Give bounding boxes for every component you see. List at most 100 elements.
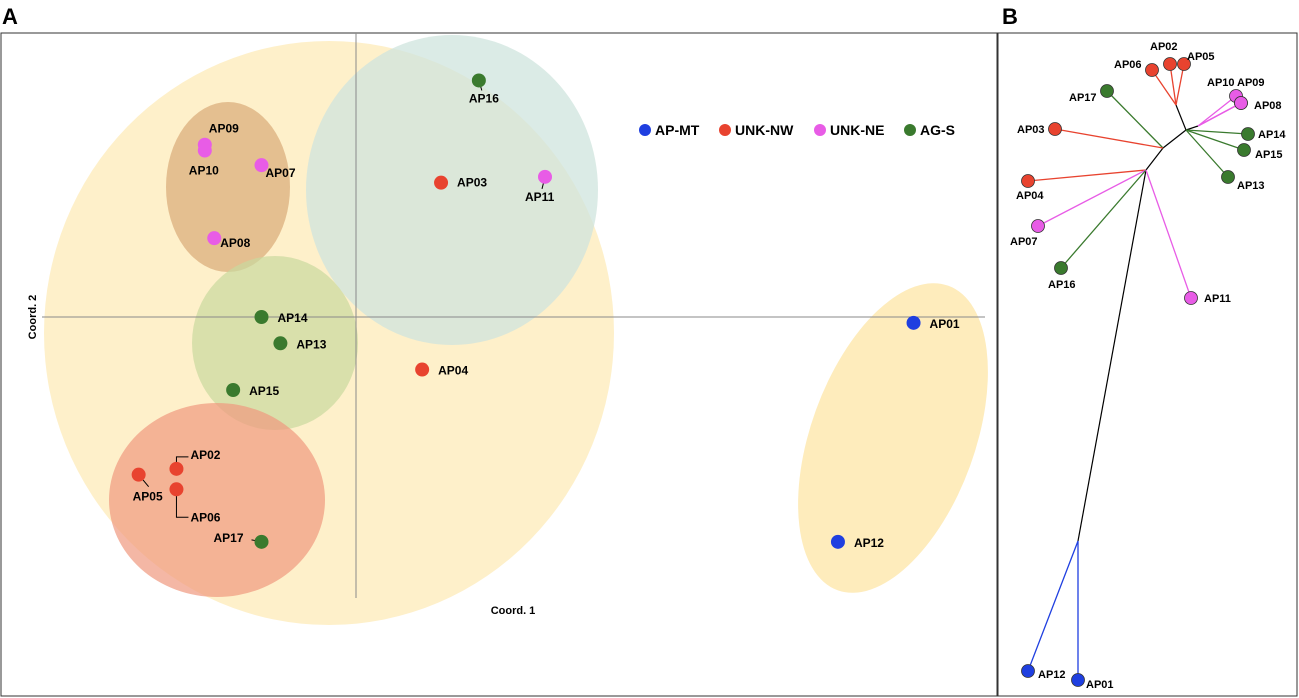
tree-tip-ap15: AP15 — [1185, 129, 1283, 161]
tree-branch — [1060, 169, 1147, 269]
legend-label: AP-MT — [655, 122, 700, 138]
tree-tip-ap03: AP03 — [1017, 122, 1164, 149]
point-label: AP04 — [438, 364, 468, 378]
point-label: AP08 — [220, 236, 250, 250]
point-label: AP14 — [278, 311, 308, 325]
tree-tip-marker — [1021, 174, 1035, 188]
legend-entry-ap-mt: AP-MT — [639, 122, 700, 138]
tree-branch — [1037, 169, 1147, 227]
tree-tip-ap05: AP05 — [1175, 51, 1215, 106]
legend-entry-unk-ne: UNK-NE — [814, 122, 884, 138]
scatter-point-ap08: AP08 — [207, 231, 251, 250]
scatter-point-ap10: AP10 — [189, 143, 219, 178]
legend-marker — [639, 124, 651, 136]
tree-tip-ap01: AP01 — [1071, 541, 1114, 691]
point-label: AP11 — [525, 190, 555, 204]
tree-tip-ap17: AP17 — [1069, 84, 1164, 149]
tree-branch — [1106, 90, 1164, 149]
point-marker — [197, 143, 212, 158]
tree-branch — [1151, 69, 1177, 106]
tree-tip-marker — [1031, 219, 1045, 233]
point-label: AP03 — [457, 176, 487, 190]
tree: AP02 AP05 AP06 AP10 AP09 AP08 AP17 AP14 AP03 AP15… — [1010, 41, 1286, 691]
tree-tip-label: AP01 — [1086, 679, 1114, 691]
point-marker — [434, 175, 449, 190]
scatter-point-ap13: AP13 — [273, 336, 327, 351]
tree-branch — [1054, 128, 1164, 149]
scatter-point-ap02: AP02 — [169, 448, 221, 476]
scatter-point-ap11: AP11 — [525, 169, 555, 204]
tree-tip-marker — [1184, 291, 1198, 305]
tree-branch — [1185, 129, 1229, 178]
tree-tip-ap12: AP12 — [1021, 540, 1079, 681]
scatter-points: AP16 AP03 AP11 AP09 AP10 AP07 AP08 AP14 AP13 AP04… — [131, 73, 960, 550]
tree-tip-ap02: AP02 — [1150, 41, 1178, 106]
legend-label: AG-S — [920, 122, 955, 138]
point-label: AP09 — [209, 122, 239, 136]
point-marker — [131, 467, 146, 482]
tree-branch — [1169, 63, 1177, 106]
point-label: AP06 — [190, 510, 220, 524]
point-marker — [169, 461, 184, 476]
tree-tip-marker — [1163, 57, 1177, 71]
scatter-point-ap06: AP06 — [169, 482, 221, 524]
tree-tip-label: AP03 — [1017, 124, 1045, 136]
tree-tip-ap08: AP08 — [1197, 96, 1282, 127]
label-leader-line — [175, 489, 189, 518]
panel-b-frame — [997, 32, 1298, 697]
scatter-point-ap04: AP04 — [415, 362, 468, 378]
tree-tip-marker — [1237, 143, 1251, 157]
legend-label: UNK-NE — [830, 122, 884, 138]
tree-branch — [1175, 63, 1185, 106]
tree-tip-marker — [1071, 673, 1085, 687]
tree-tip-label: AP04 — [1016, 190, 1044, 202]
tree-tip-ap07: AP07 — [1010, 169, 1147, 248]
tree-tip-label: AP07 — [1010, 236, 1038, 248]
tree-tip-marker — [1234, 96, 1248, 110]
legend-entry-unk-nw: UNK-NW — [719, 122, 794, 138]
y-axis-label: Coord. 2 — [27, 295, 39, 340]
tree-internal-branch — [1162, 129, 1187, 149]
point-label: AP05 — [133, 490, 163, 504]
scatter-point-ap01: AP01 — [906, 315, 960, 331]
cluster-ellipse-brown — [166, 102, 290, 272]
point-label: AP07 — [266, 166, 296, 180]
tree-branch — [1185, 129, 1249, 135]
tree-tip-label: AP17 — [1069, 92, 1097, 104]
tree-branch — [1027, 169, 1147, 182]
scatter-point-ap16: AP16 — [469, 73, 499, 105]
point-label: AP16 — [469, 91, 499, 105]
point-marker — [254, 158, 269, 173]
legend: AP-MT UNK-NW UNK-NE AG-S — [639, 122, 955, 138]
tree-tip-ap04: AP04 — [1016, 169, 1147, 202]
tree-tip-marker — [1021, 664, 1035, 678]
tree-tip-label: AP06 — [1114, 59, 1142, 71]
point-marker — [169, 482, 184, 497]
tree-tip-label: AP09 — [1237, 77, 1265, 89]
scatter-point-ap14: AP14 — [254, 310, 308, 325]
tree-tip-ap16: AP16 — [1048, 169, 1147, 291]
point-label: AP12 — [854, 536, 884, 550]
tree-branch — [1185, 129, 1245, 151]
tree-tip-label: AP02 — [1150, 41, 1178, 53]
tree-internal-branch — [1077, 169, 1147, 542]
legend-entry-ag-s: AG-S — [904, 122, 955, 138]
tree-branch — [1197, 102, 1242, 127]
legend-label: UNK-NW — [735, 122, 794, 138]
panel-letter-a: A — [2, 4, 18, 29]
scatter-point-ap12: AP12 — [830, 534, 884, 550]
cluster-ellipse-teal — [306, 35, 598, 345]
point-label: AP10 — [189, 164, 219, 178]
tree-branch — [1197, 95, 1237, 127]
point-marker — [254, 310, 269, 324]
point-marker — [273, 336, 288, 351]
legend-marker — [904, 124, 916, 136]
panel-letter-b: B — [1002, 4, 1018, 29]
tree-tip-marker — [1241, 127, 1255, 141]
scatter-point-ap05: AP05 — [131, 467, 163, 504]
tree-internal-branch — [1145, 147, 1164, 171]
point-label: AP01 — [930, 317, 960, 331]
scatter-point-ap07: AP07 — [254, 158, 296, 180]
tree-tip-label: AP11 — [1204, 293, 1231, 305]
